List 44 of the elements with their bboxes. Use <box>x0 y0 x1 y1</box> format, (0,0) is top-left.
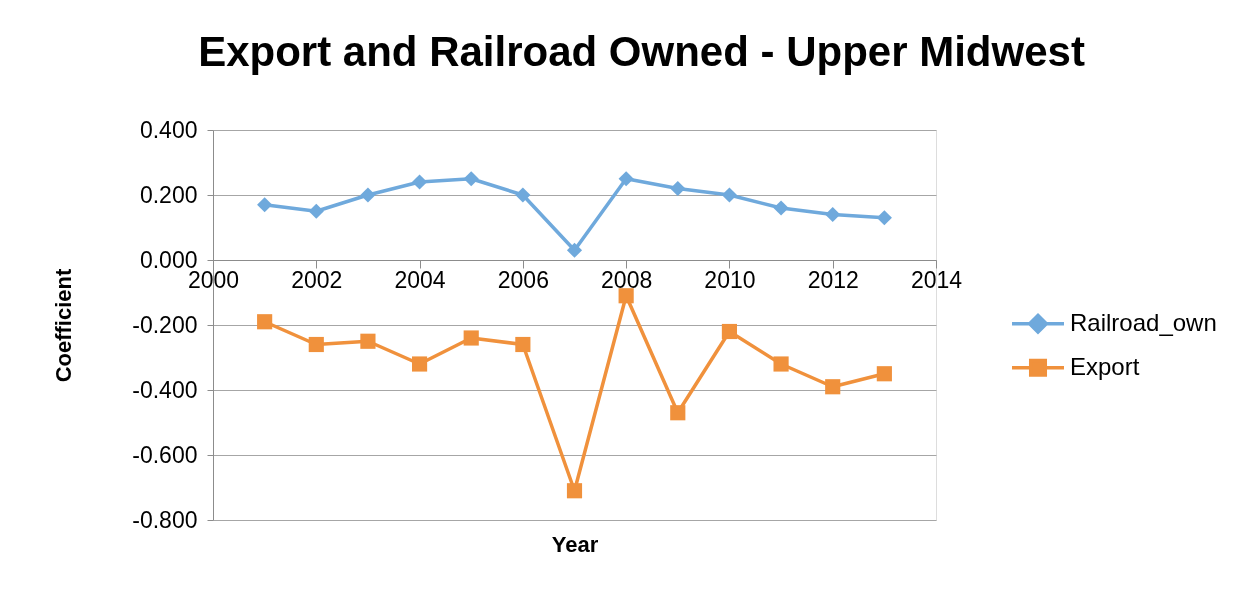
y-tick-label: -0.800 <box>132 506 198 533</box>
x-tick-label: 2006 <box>497 266 549 293</box>
x-tick-label: 2010 <box>704 266 756 293</box>
point <box>825 379 841 395</box>
x-tick-label: 2004 <box>394 266 446 293</box>
y-tick-label: 0.400 <box>139 116 198 143</box>
x-tick-label: 2012 <box>807 266 859 293</box>
point <box>257 314 273 330</box>
point <box>360 333 376 349</box>
x-tick-label: 2014 <box>910 266 963 293</box>
point <box>618 171 634 187</box>
point <box>773 200 789 216</box>
point <box>566 483 583 499</box>
y-axis-title: Coefficient <box>50 268 76 383</box>
point <box>618 288 634 304</box>
legend-label: Export <box>1070 352 1140 380</box>
point <box>721 323 738 340</box>
x-tick-label: 2008 <box>601 266 653 293</box>
y-tick-label: -0.600 <box>132 441 198 468</box>
point <box>411 174 428 190</box>
point <box>876 210 892 226</box>
point <box>670 180 686 197</box>
point <box>825 206 841 223</box>
point <box>308 336 324 353</box>
point <box>257 197 273 213</box>
point <box>308 203 324 219</box>
point <box>463 171 479 187</box>
point <box>515 187 531 203</box>
point <box>411 356 428 372</box>
y-tick-label: 0.200 <box>139 181 198 208</box>
point <box>773 356 789 372</box>
point <box>876 366 892 382</box>
x-axis-title: Year <box>551 531 599 557</box>
y-tick-label: -0.200 <box>132 311 198 338</box>
point <box>670 405 686 421</box>
point <box>360 187 376 203</box>
point <box>566 242 583 258</box>
chart-title: Export and Railroad Owned - Upper Midwest <box>198 28 1085 75</box>
y-tick-label: -0.400 <box>132 376 198 403</box>
point <box>721 187 738 203</box>
point <box>463 330 479 346</box>
x-tick-label: 2002 <box>291 266 343 293</box>
legend-label: Railroad_own <box>1070 308 1217 336</box>
point <box>515 336 531 353</box>
